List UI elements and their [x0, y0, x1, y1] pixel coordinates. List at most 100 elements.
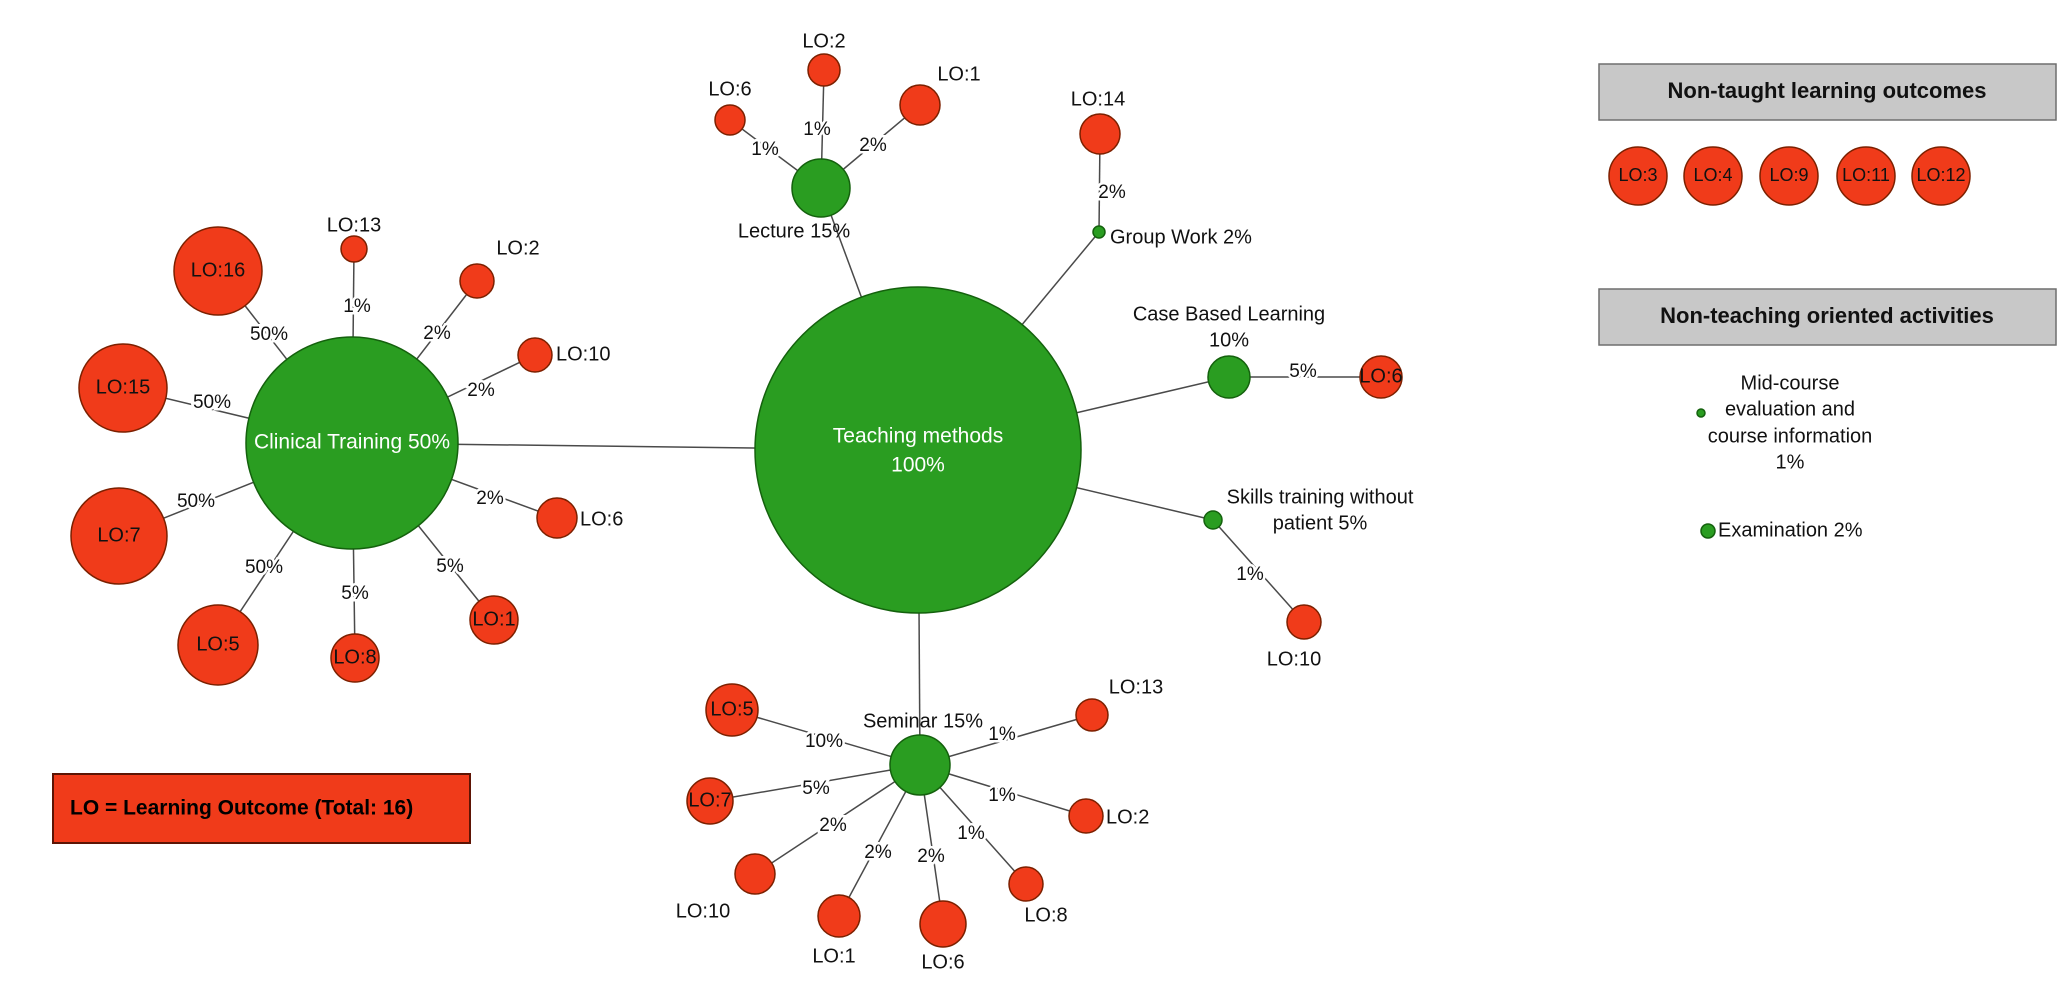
lo-label: LO:8 — [1024, 904, 1067, 926]
edge-weight-labels: 50% 1% 2% 2% 50% 2% 50% 5% 50% 5% 1% 1% … — [174, 117, 1319, 870]
node-skills-training — [1203, 510, 1223, 530]
node-seminar-lo1 — [817, 894, 861, 938]
node-seminar-lo7 — [686, 777, 734, 825]
lo-label: LO:16 — [191, 259, 245, 281]
node-seminar-lo10 — [734, 853, 776, 895]
node-skills-lo10 — [1286, 604, 1322, 640]
non-teaching-header-rect — [1598, 288, 2057, 346]
edge-weight-label: 1% — [343, 296, 371, 317]
edge-seminar-lo7 — [709, 764, 921, 802]
edge-weight-label: 2% — [476, 488, 504, 509]
edge-weight-label: 2% — [864, 842, 892, 863]
edge-weight-label: 1% — [957, 823, 985, 844]
node-clinical-lo5 — [177, 604, 259, 686]
lo-label: LO:1 — [812, 945, 855, 967]
node-seminar-lo8 — [1008, 866, 1044, 902]
lo-label: LO:12 — [1916, 165, 1965, 185]
node-clinical-lo7 — [70, 487, 168, 585]
node-seminar-lo5 — [705, 683, 759, 737]
examination-label: Examination 2% — [1718, 519, 1863, 541]
node-casebased-lo6 — [1359, 355, 1403, 399]
node-clinical-lo10 — [517, 337, 553, 373]
edge-weight-label: 50% — [177, 491, 215, 512]
non-taught-header-rect — [1598, 63, 2057, 121]
midcourse-label-line3: course information — [1708, 425, 1873, 447]
edge-weight-label: 2% — [467, 380, 495, 401]
node-case-based-learning — [1207, 355, 1251, 399]
lo-label: LO:14 — [1071, 88, 1125, 110]
lecture-label: Lecture 15% — [738, 220, 851, 242]
node-lecture-lo6 — [714, 104, 746, 136]
midcourse-label-line4: 1% — [1776, 451, 1805, 473]
node-teaching-methods — [754, 286, 1082, 614]
node-clinical-lo15 — [78, 343, 168, 433]
node-lecture — [791, 158, 851, 218]
lo-label: LO:15 — [96, 376, 150, 398]
edge-weight-label: 2% — [423, 323, 451, 344]
node-clinical-training — [245, 336, 459, 550]
skills-label-line1: Skills training without — [1227, 486, 1414, 508]
teaching-methods-label-line2: 100% — [891, 454, 945, 477]
lo-label: LO:7 — [97, 524, 140, 546]
edge-weight-label: 5% — [436, 556, 464, 577]
non-taught-section: Non-taught learning outcomes LO:3 LO:4 L… — [1598, 63, 2057, 206]
node-clinical-lo2 — [459, 263, 495, 299]
lo-label: LO:6 — [580, 508, 623, 530]
edge-weight-label: 50% — [193, 392, 231, 413]
case-based-label-line1: Case Based Learning — [1133, 303, 1325, 325]
non-teaching-section: Non-teaching oriented activities Mid-cou… — [1598, 288, 2057, 541]
node-seminar-lo2 — [1068, 798, 1104, 834]
lo-label: LO:6 — [1359, 365, 1402, 387]
edge-weight-label: 1% — [803, 119, 831, 140]
group-work-label: Group Work 2% — [1110, 226, 1252, 248]
lo-label: LO:8 — [333, 646, 376, 668]
node-lecture-lo2 — [807, 53, 841, 87]
lo-label: LO:5 — [196, 633, 239, 655]
midcourse-label-line1: Mid-course — [1741, 372, 1840, 394]
edge-weight-label: 2% — [859, 135, 887, 156]
edge-weight-label: 2% — [1098, 182, 1126, 203]
node-nontaught-lo12 — [1911, 146, 1971, 206]
node-seminar — [889, 734, 951, 796]
case-based-label-line2: 10% — [1209, 329, 1249, 351]
node-lecture-lo1 — [899, 84, 941, 126]
lo-label: LO:10 — [1267, 648, 1321, 670]
midcourse-label-line2: evaluation and — [1725, 398, 1855, 420]
seminar-label: Seminar 15% — [863, 710, 983, 732]
node-nontaught-lo3 — [1608, 146, 1668, 206]
edge-weight-label: 50% — [245, 557, 283, 578]
edge-weight-label: 1% — [1236, 564, 1264, 585]
node-seminar-lo6 — [919, 900, 967, 948]
legend-box-rect — [52, 773, 471, 844]
node-groupwork-lo14 — [1079, 113, 1121, 155]
node-group-work — [1092, 225, 1106, 239]
lo-label: LO:1 — [937, 63, 980, 85]
node-nontaught-lo11 — [1836, 146, 1896, 206]
edge-weight-label: 1% — [988, 785, 1016, 806]
edge-weight-label: 5% — [341, 583, 369, 604]
edge-weight-label: 1% — [751, 139, 779, 160]
edge-seminar-lo10 — [754, 764, 921, 875]
edge-weight-label: 5% — [802, 778, 830, 799]
edge-weight-label: 1% — [988, 724, 1016, 745]
lo-label: LO:9 — [1769, 165, 1808, 185]
lo-label: LO:13 — [1109, 676, 1163, 698]
lo-label: LO:6 — [708, 78, 751, 100]
node-clinical-lo6 — [536, 497, 578, 539]
node-clinical-lo13 — [340, 235, 368, 263]
node-nontaught-lo9 — [1759, 146, 1819, 206]
lo-label: LO:3 — [1618, 165, 1657, 185]
teaching-methods-label-line1: Teaching methods — [833, 425, 1003, 448]
clinical-training-label: Clinical Training 50% — [254, 431, 450, 454]
edge-weight-label: 50% — [250, 324, 288, 345]
lo-label: LO:6 — [921, 951, 964, 973]
lo-label: LO:2 — [1106, 806, 1149, 828]
legend-box: LO = Learning Outcome (Total: 16) — [52, 773, 471, 844]
lo-label: LO:1 — [472, 608, 515, 630]
lo-label: LO:10 — [556, 343, 610, 365]
lo-label: LO:11 — [1842, 165, 1890, 185]
edge-weight-label: 10% — [805, 731, 843, 752]
lo-label: LO:10 — [676, 900, 730, 922]
